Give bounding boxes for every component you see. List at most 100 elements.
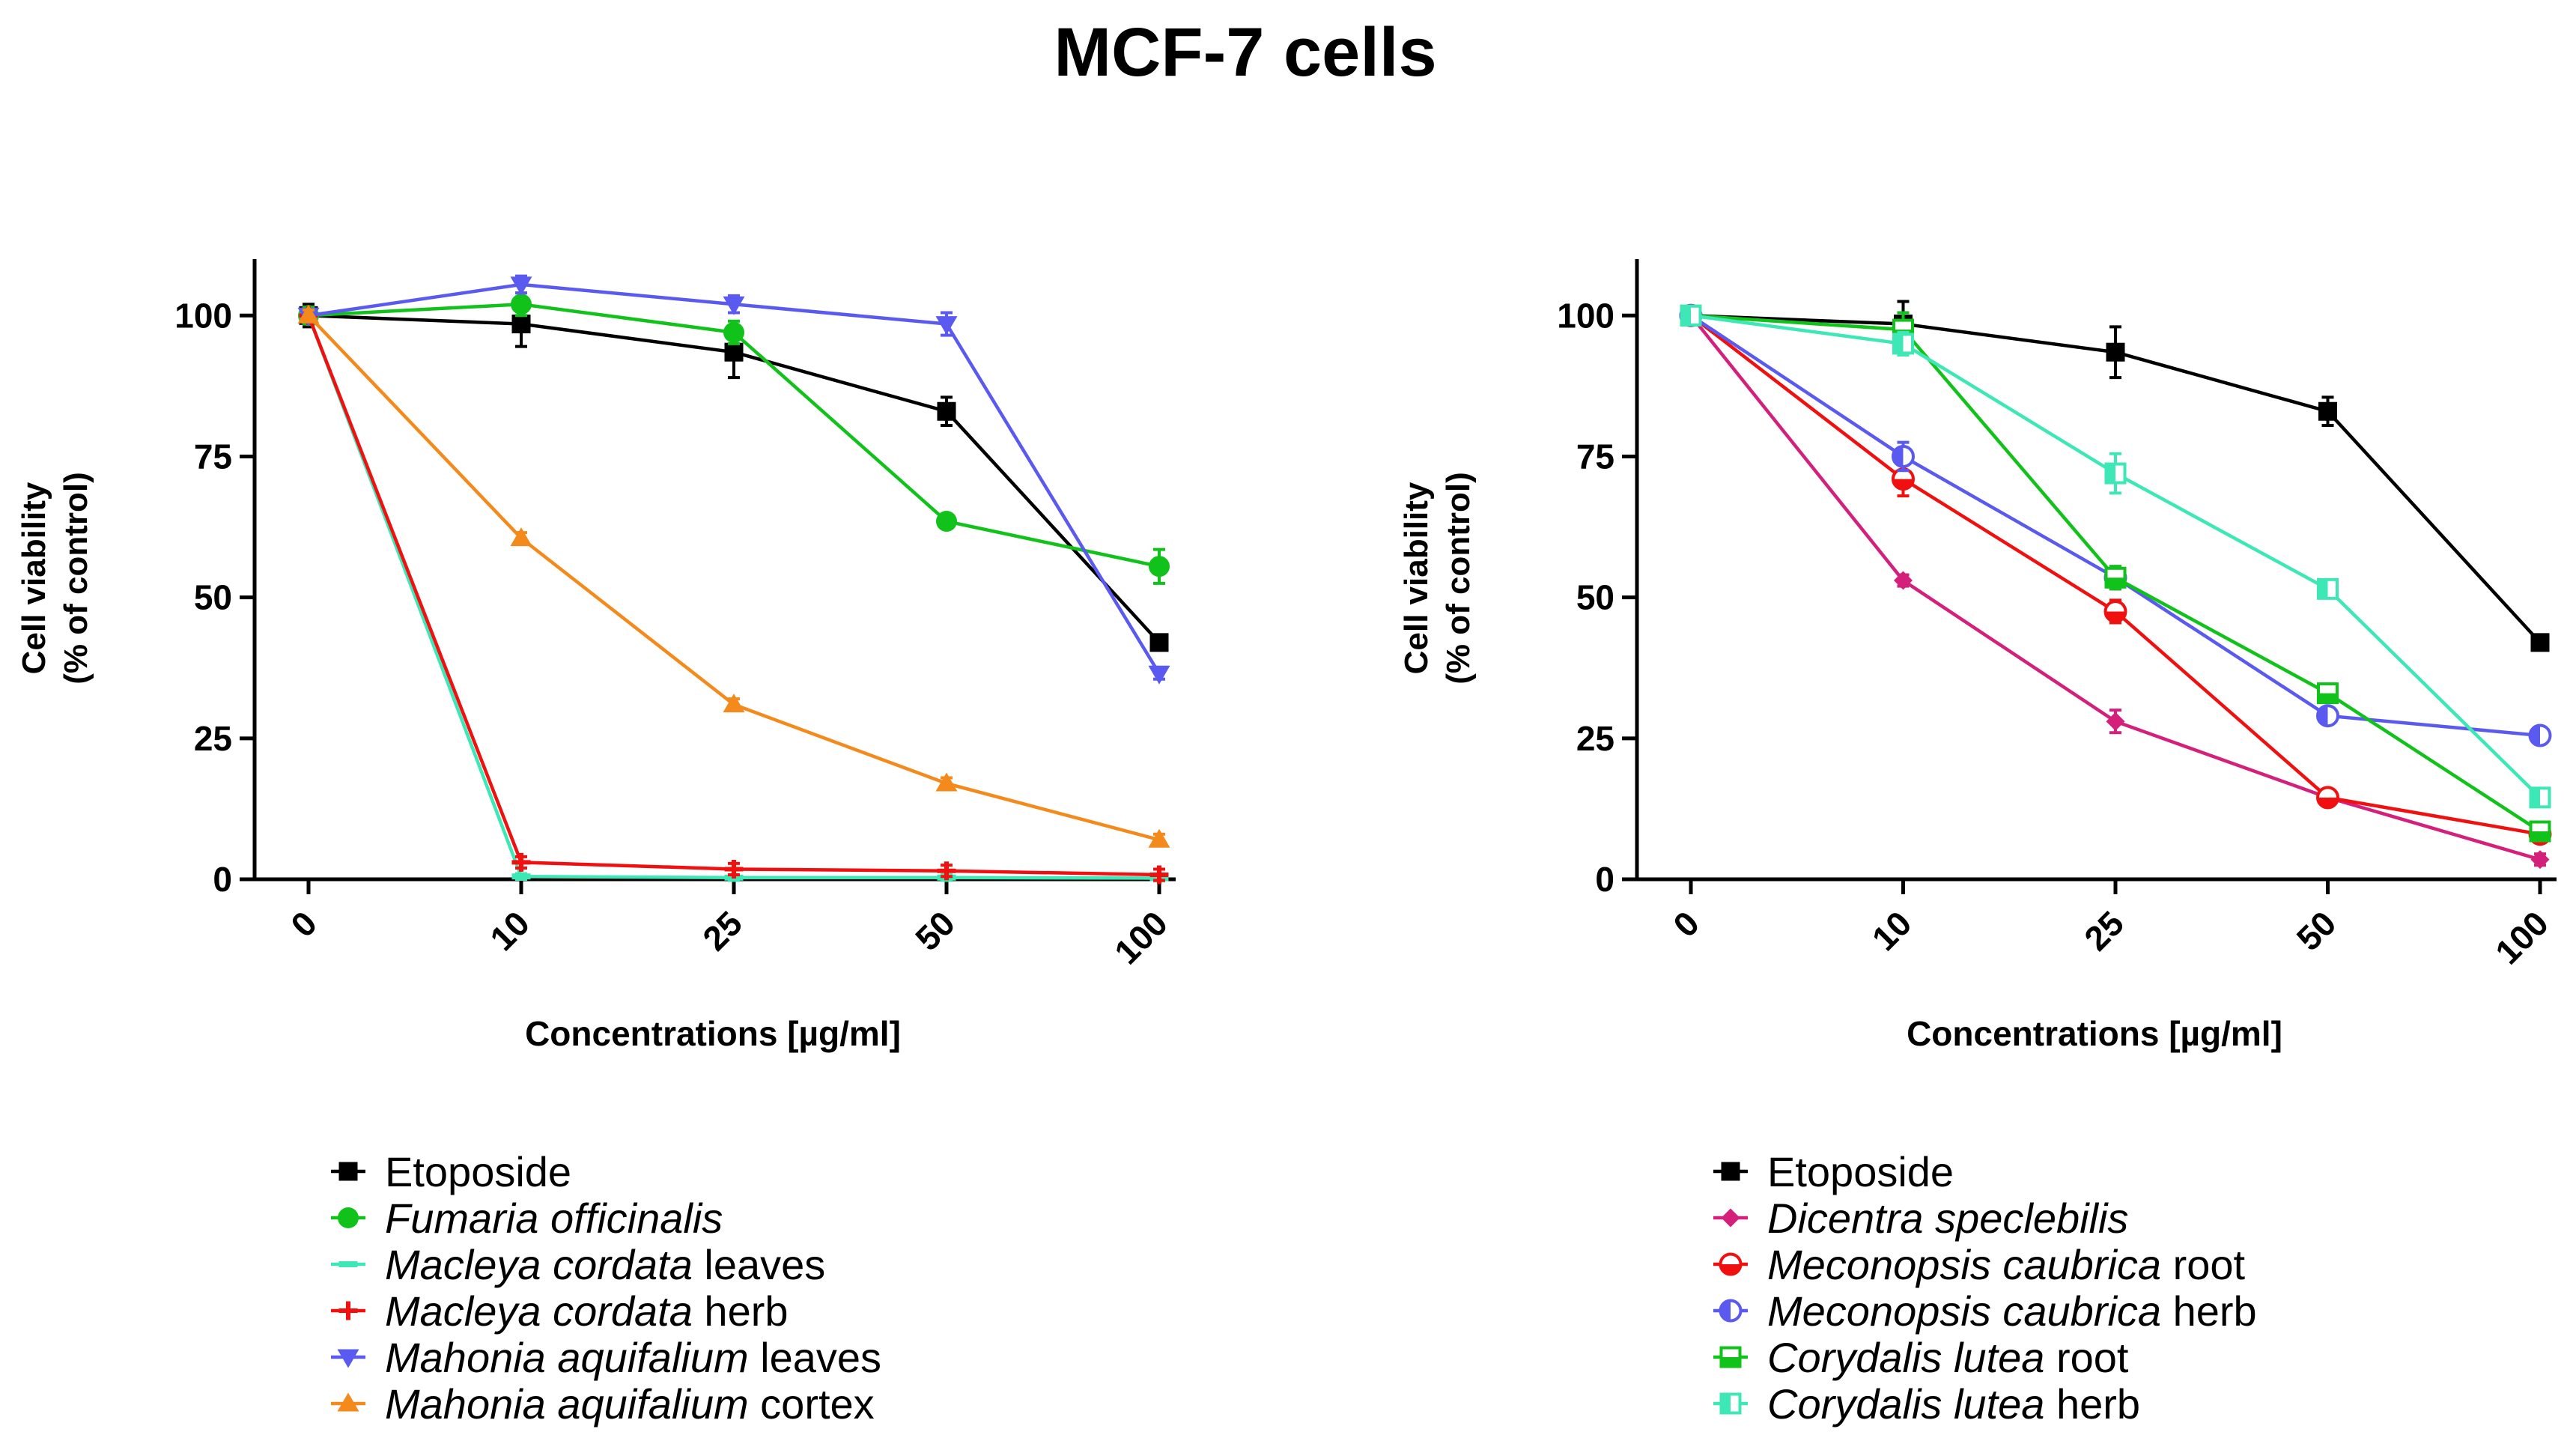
data-point	[936, 511, 957, 533]
x-tick-label: 10	[482, 903, 537, 958]
legend-item: Macleya cordata herb	[331, 1287, 789, 1335]
data-point	[2317, 682, 2339, 705]
data-point	[2316, 704, 2339, 728]
legend-label: Mahonia aquifalium leaves	[385, 1334, 881, 1381]
data-point	[723, 321, 744, 343]
legend-label: Macleya cordata herb	[385, 1287, 789, 1335]
data-point	[2104, 566, 2127, 589]
data-point	[2317, 577, 2339, 600]
y-tick-label: 25	[194, 719, 232, 758]
data-point	[511, 294, 532, 315]
x-tick-label: 0	[1665, 903, 1707, 944]
data-point	[2104, 462, 2127, 485]
legend-item: Fumaria officinalis	[331, 1195, 723, 1242]
data-point	[935, 316, 958, 336]
y-tick-label: 100	[1557, 296, 1614, 335]
right-chart: 0 25 50 75 100 0 10 25 50 100 Concentrations [µg/m…	[1398, 259, 2557, 1053]
legend-marker	[1721, 1208, 1740, 1228]
data-point	[2528, 723, 2552, 747]
x-tick-label: 25	[2077, 903, 2131, 958]
legend-marker	[338, 1207, 359, 1228]
legend-marker	[338, 1301, 358, 1320]
data-point	[2103, 599, 2127, 623]
series-macleya-cordata-herb	[299, 306, 1169, 885]
series-etoposide	[299, 300, 1169, 652]
y-tick-label: 75	[1576, 437, 1614, 476]
data-point	[937, 401, 956, 421]
legend-label: Corydalis lutea root	[1767, 1334, 2129, 1381]
series-line	[306, 315, 1160, 877]
legend-label: Meconopsis caubrica herb	[1767, 1287, 2257, 1335]
data-point	[510, 527, 532, 547]
legend-item: Meconopsis caubrica herb	[1713, 1287, 2257, 1335]
legend-label: Meconopsis caubrica root	[1767, 1241, 2246, 1288]
x-tick-label: 50	[2289, 903, 2344, 958]
x-tick-label: 50	[908, 903, 962, 958]
data-point	[724, 342, 744, 362]
y-tick-label: 100	[174, 296, 232, 335]
series-corydalis-lutea-root	[1680, 304, 2551, 843]
series-line	[307, 314, 1160, 842]
legend-item: Mahonia aquifalium cortex	[331, 1380, 875, 1428]
legend-marker	[337, 1349, 359, 1368]
legend-item: Meconopsis caubrica root	[1713, 1241, 2246, 1288]
series-fumaria-officinalis	[298, 291, 1170, 585]
legend-marker	[338, 1261, 358, 1267]
x-tick-label: 0	[283, 903, 324, 944]
data-point	[1892, 333, 1914, 355]
data-point	[723, 694, 745, 713]
data-point	[2316, 786, 2339, 810]
legend-item: Mahonia aquifalium leaves	[331, 1334, 881, 1381]
legend-label: Etoposide	[1767, 1148, 1954, 1195]
data-point	[510, 276, 532, 296]
y-axis-label-line1: Cell viability	[16, 482, 52, 674]
data-point	[723, 296, 745, 315]
data-point	[2529, 820, 2551, 843]
data-point	[2106, 712, 2125, 731]
data-point	[1148, 665, 1170, 685]
legend-label: Corydalis lutea herb	[1767, 1380, 2140, 1428]
legend-marker	[337, 1392, 359, 1412]
y-tick-label: 75	[194, 437, 232, 476]
y-axis-label-line2: (% of control)	[1440, 472, 1477, 685]
legend-label: Fumaria officinalis	[385, 1195, 723, 1242]
legend-item: Macleya cordata leaves	[331, 1241, 825, 1288]
y-tick-label: 0	[1595, 860, 1614, 899]
series-macleya-cordata-leaves	[299, 308, 1169, 883]
legend-label: Etoposide	[385, 1148, 571, 1195]
data-point	[937, 861, 956, 881]
legend-item: Corydalis lutea root	[1713, 1334, 2129, 1381]
data-point	[2529, 786, 2551, 809]
data-point	[1894, 571, 1913, 590]
data-point	[1149, 556, 1170, 577]
x-tick-label: 25	[695, 903, 750, 958]
left-chart: 0 25 50 75 100 0 10 25 50 100 Concentrations [µg/m…	[16, 259, 1176, 1053]
legend-label: Dicentra speclebilis	[1767, 1195, 2128, 1242]
data-point	[2318, 401, 2337, 421]
legend-marker	[338, 1162, 358, 1181]
series-mahonia-aquifalium-cortex	[297, 304, 1170, 848]
legend-marker	[1721, 1162, 1740, 1181]
data-point	[724, 859, 744, 879]
legend-label: Macleya cordata leaves	[385, 1241, 825, 1288]
data-point	[1680, 304, 1702, 327]
legend-item: Dicentra speclebilis	[1713, 1195, 2128, 1242]
data-point	[1892, 444, 1915, 468]
y-tick-label: 0	[213, 860, 232, 899]
series-corydalis-lutea-herb	[1680, 304, 2551, 809]
y-axis-label-line1: Cell viability	[1398, 482, 1435, 674]
data-point	[935, 772, 958, 792]
legend-marker	[1719, 1392, 1742, 1415]
legend-item: Etoposide	[331, 1148, 571, 1195]
x-tick-label: 10	[1865, 903, 1919, 958]
legend-marker	[1719, 1346, 1742, 1368]
legend-item: Etoposide	[1713, 1148, 1954, 1195]
data-point	[511, 852, 531, 872]
data-point	[297, 304, 320, 324]
data-point	[2106, 342, 2125, 362]
legend-item: Corydalis lutea herb	[1713, 1380, 2140, 1428]
x-tick-label: 100	[1107, 903, 1175, 971]
